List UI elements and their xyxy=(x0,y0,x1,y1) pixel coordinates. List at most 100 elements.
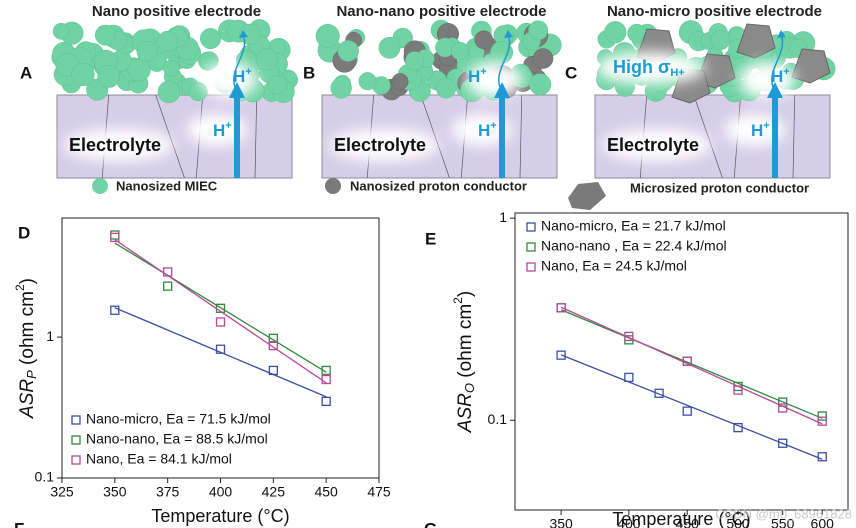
legend-swatch xyxy=(71,415,81,425)
miec-particle xyxy=(71,62,95,87)
charts: D 325 350 375 400 425 450 475 0.1 1 Temperature (°… xyxy=(13,209,852,528)
data-point xyxy=(110,230,120,240)
data-point xyxy=(215,317,226,327)
x-tick-label: 400 xyxy=(209,484,233,500)
data-point xyxy=(556,303,566,313)
ion-sup: + xyxy=(783,66,789,78)
panel-label: B xyxy=(303,63,315,82)
legend-text: Nano, Ea = 24.5 kJ/mol xyxy=(541,258,687,274)
glow xyxy=(595,52,705,84)
miec-particle xyxy=(378,36,401,59)
fit-line xyxy=(114,307,327,398)
miec-particle xyxy=(337,40,359,62)
y-axis-label: ASRP (ohm cm2) xyxy=(13,278,39,419)
miec-particle xyxy=(157,30,179,52)
data-point xyxy=(682,356,692,366)
proton-conductor xyxy=(474,30,493,50)
grain-boundary xyxy=(792,94,796,179)
grain-boundary xyxy=(519,94,523,179)
y-tick-label: 0.1 xyxy=(488,411,508,427)
high-conductivity: High σH+ xyxy=(613,57,685,79)
x-tick-label: 500 xyxy=(726,516,750,528)
data-point xyxy=(624,331,634,342)
legend-swatch xyxy=(568,182,606,210)
ion-sup: + xyxy=(245,66,251,78)
legend-swatch xyxy=(71,435,81,445)
data-point xyxy=(817,416,827,426)
x-tick-label: 425 xyxy=(262,484,286,500)
glow xyxy=(466,62,522,98)
x-tick-label: 350 xyxy=(103,484,127,500)
miec-particle xyxy=(97,64,121,88)
x-tick-label: 375 xyxy=(156,484,180,500)
legend-swatch xyxy=(71,455,81,465)
data-point xyxy=(624,372,634,383)
y-label-main: ASR xyxy=(17,379,38,419)
micro-proton-conductor xyxy=(791,48,831,84)
arrow-head xyxy=(767,82,783,98)
data-point xyxy=(778,438,788,448)
micro-proton-conductor xyxy=(736,23,776,59)
data-point xyxy=(733,422,743,433)
miec-particle xyxy=(200,28,222,50)
data-point xyxy=(682,406,692,416)
miec-particle xyxy=(710,30,731,50)
data-point xyxy=(321,374,331,385)
arrow-head xyxy=(494,82,510,98)
grain-boundary xyxy=(420,94,450,179)
data-point xyxy=(556,350,566,360)
miec-particle xyxy=(136,41,158,62)
panel-title: Nano-nano positive electrode xyxy=(336,3,546,20)
data-point xyxy=(110,232,120,243)
legend-swatch xyxy=(526,242,536,252)
panel-label: C xyxy=(565,63,577,82)
data-point xyxy=(163,267,173,277)
glow xyxy=(452,114,512,146)
schematics: Nano positive electrodeAElectrolyteH+H+N… xyxy=(20,3,836,210)
proton-path xyxy=(771,33,784,93)
y-axis-label: ASRO (ohm cm2) xyxy=(451,291,477,433)
legend-text: Nano-micro, Ea = 71.5 kJ/mol xyxy=(86,411,271,427)
miec-particle xyxy=(267,75,288,95)
x-tick-label: 325 xyxy=(50,484,74,500)
x-tick-label: 475 xyxy=(367,484,391,500)
ion-base: H xyxy=(478,121,490,140)
arrow-head xyxy=(239,30,248,38)
data-point xyxy=(321,396,331,406)
panel-title: Nano-micro positive electrode xyxy=(607,3,822,20)
glow xyxy=(201,62,257,98)
miec-particle xyxy=(315,23,340,48)
miec-particle xyxy=(405,51,425,71)
ion-label: H+ xyxy=(213,120,232,141)
data-point xyxy=(268,340,278,351)
miec-particle xyxy=(435,78,457,99)
legend-swatch xyxy=(325,178,341,194)
y-label-sub: O xyxy=(462,383,477,393)
legend-text: Nanosized proton conductor xyxy=(350,178,527,193)
miec-particle xyxy=(157,80,181,104)
y-tick-label: 1 xyxy=(499,209,507,225)
panel-label: E xyxy=(425,229,436,248)
data-point xyxy=(817,411,827,421)
ion-label: H+ xyxy=(468,66,487,87)
miec-particle xyxy=(451,42,470,61)
x-axis-label: Temperature (°C) xyxy=(612,509,750,528)
arrow-head xyxy=(504,30,513,38)
ion-base: H xyxy=(468,67,480,86)
y-label-unit: (ohm cm xyxy=(17,291,38,370)
data-point xyxy=(778,403,788,413)
x-tick-label: 350 xyxy=(549,516,573,528)
glow xyxy=(187,114,247,146)
miec-particle xyxy=(52,22,70,40)
legend-text: Nano-nano , Ea = 22.4 kJ/mol xyxy=(541,238,727,254)
grain-boundary xyxy=(155,94,185,179)
fit-line xyxy=(114,239,327,384)
plot-frame xyxy=(514,212,849,511)
high-sub: H+ xyxy=(670,67,684,79)
glow xyxy=(739,62,795,98)
proton-path xyxy=(233,33,246,93)
y-tick-label: 0.1 xyxy=(35,469,55,485)
proton-conductor xyxy=(532,48,554,69)
data-point xyxy=(215,344,226,354)
x-tick-label: 400 xyxy=(617,516,641,528)
